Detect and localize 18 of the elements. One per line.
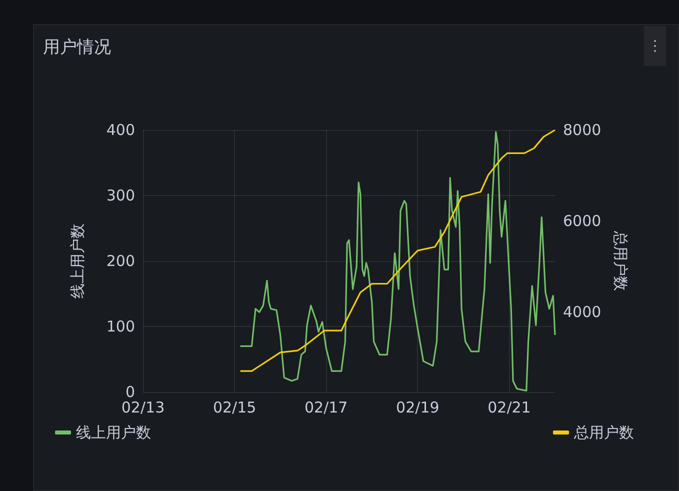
- chart-title: 用户情况: [43, 38, 111, 58]
- x-tick-label: 02/21: [488, 398, 531, 416]
- x-tick-label: 02/17: [304, 398, 348, 416]
- x-tick-label: 02/15: [212, 398, 256, 416]
- legend-label: 线上用户数: [76, 424, 151, 442]
- y2-axis-title: 总用户数: [612, 230, 630, 291]
- y2-tick-label: 6000: [563, 212, 602, 230]
- y-tick-label: 100: [106, 318, 135, 336]
- legend-label: 总用户数: [573, 424, 634, 442]
- x-tick-label: 02/13: [121, 398, 165, 416]
- y2-tick-label: 4000: [563, 302, 602, 321]
- y-tick-label: 300: [106, 186, 135, 204]
- y-tick-label: 0: [125, 383, 135, 401]
- y-tick-label: 200: [106, 252, 135, 270]
- x-tick-label: 02/19: [396, 398, 440, 416]
- y2-tick-label: 8000: [563, 121, 602, 139]
- y-axis-title: 线上用户数: [68, 224, 86, 298]
- y-tick-label: 400: [106, 121, 135, 139]
